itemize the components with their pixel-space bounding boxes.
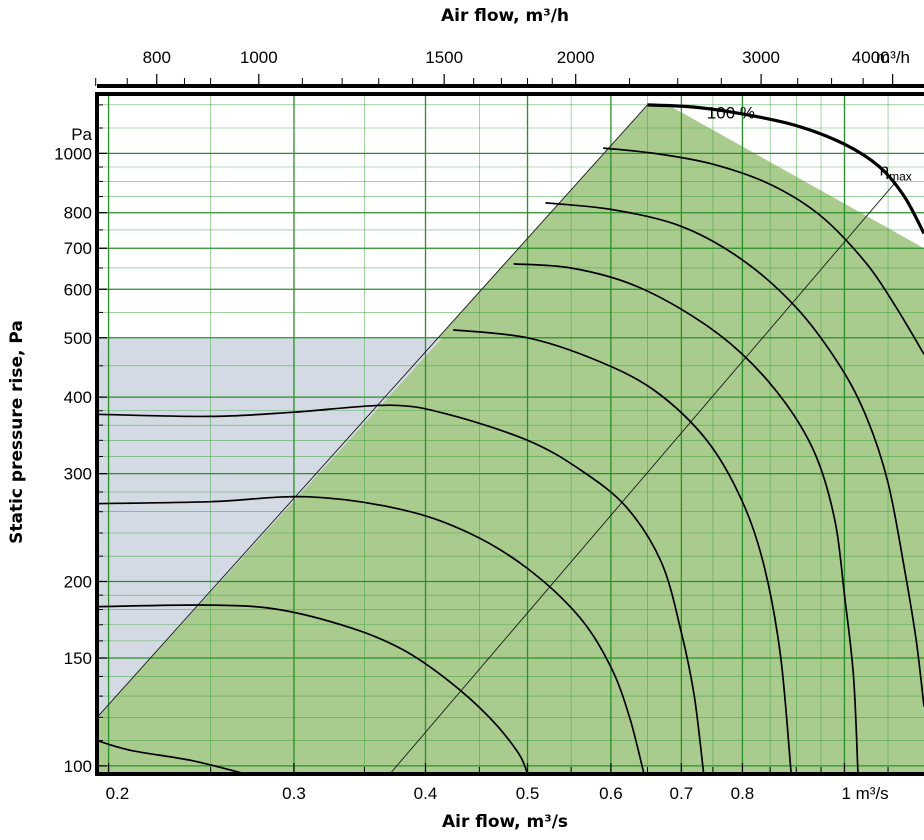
top-axis-title: Air flow, m³/h: [440, 6, 570, 26]
bottom-tick-label: 0.2: [106, 784, 130, 803]
y-tick-label: 200: [64, 573, 92, 592]
fan-curve-4: [513, 263, 859, 774]
fan-curve-3: [545, 202, 924, 707]
y-tick-label: 1000: [54, 144, 92, 163]
efficiency-line: [389, 181, 897, 774]
top-tick-label: 3000: [742, 48, 780, 67]
y-tick-label: 300: [64, 465, 92, 484]
y-tick-label: 500: [64, 329, 92, 348]
fan-curve-7: [97, 495, 645, 774]
top-tick-label: 1000: [240, 48, 278, 67]
top-tick-label: 2000: [557, 48, 595, 67]
top-tick-label: 4000: [852, 48, 890, 67]
top-tick-label: 800: [143, 48, 171, 67]
top-tick-label: 1500: [425, 48, 463, 67]
plot-frame: [95, 92, 924, 776]
operating-area-edge: [97, 104, 648, 718]
y-tick-label: 100: [64, 757, 92, 776]
fan-curve-9: [97, 739, 247, 774]
top-unit-label: m³/h: [876, 48, 910, 67]
y-tick-label: 700: [64, 239, 92, 258]
y-unit-label: Pa: [71, 125, 92, 144]
fan-curve-2: [603, 147, 924, 355]
y-tick-label: 800: [64, 204, 92, 223]
bottom-tick-label: 0.4: [414, 784, 438, 803]
bottom-tick-label: 0.3: [282, 784, 306, 803]
fan-curve-8: [97, 604, 529, 774]
fan-curve-6: [97, 404, 705, 774]
bottom-tick-label: 0.8: [731, 784, 755, 803]
fan-curve-1: [647, 103, 924, 235]
y-tick-label: 400: [64, 388, 92, 407]
bottom-tick-label: 1 m³/s: [841, 784, 888, 803]
eta-max-label: ηmax: [880, 161, 912, 184]
curve-label-100: 100 %: [707, 104, 755, 123]
bottom-tick-label: 0.6: [599, 784, 623, 803]
operating-area-region: [97, 104, 924, 774]
bottom-tick-label: 0.5: [516, 784, 540, 803]
y-tick-label: 600: [64, 280, 92, 299]
bottom-axis-title: Air flow, m³/s: [441, 812, 569, 832]
y-tick-label: 150: [64, 649, 92, 668]
fan-curve-5: [453, 329, 793, 774]
bottom-tick-label: 0.7: [670, 784, 694, 803]
low-area-region: [97, 337, 443, 774]
